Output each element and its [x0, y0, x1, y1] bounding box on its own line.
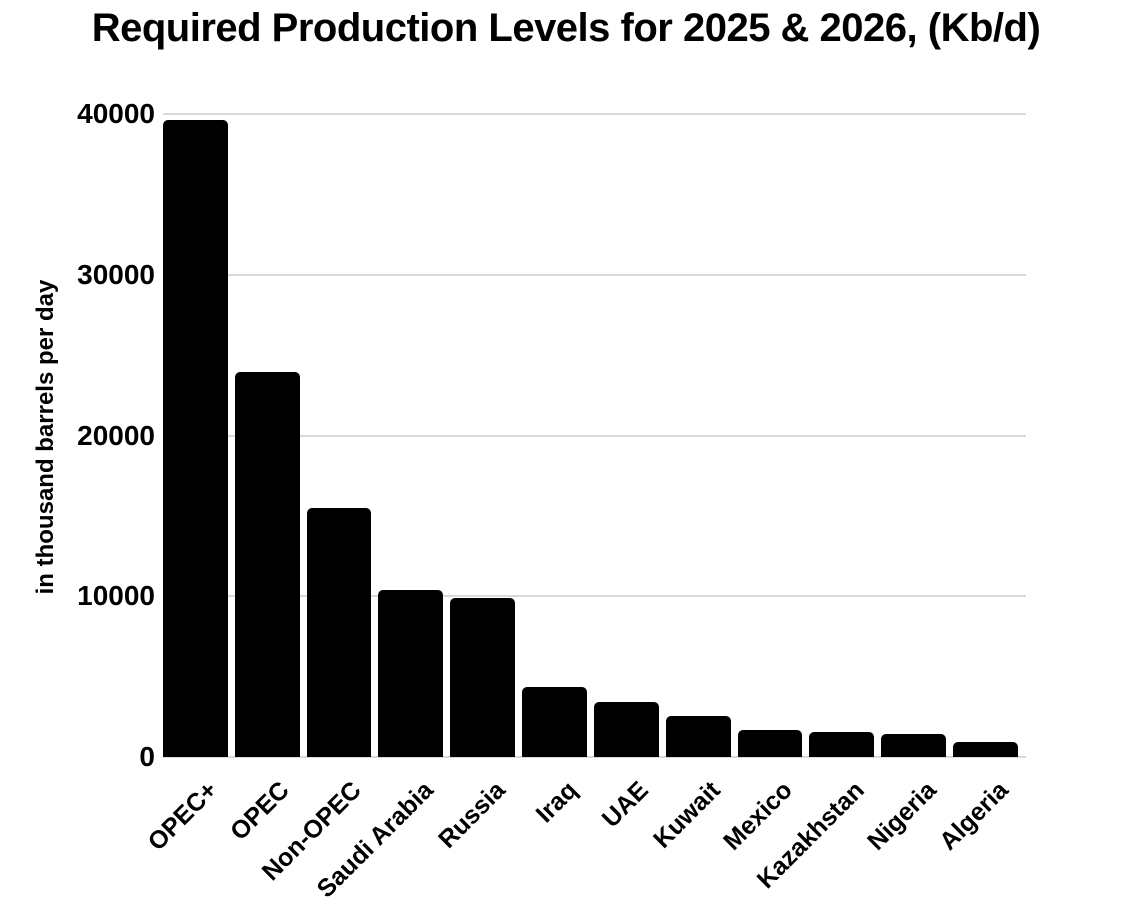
- plot-area: [163, 113, 1026, 758]
- gridline: [163, 113, 1026, 115]
- bar-non-opec: [306, 507, 372, 757]
- y-tick-label: 30000: [77, 258, 155, 290]
- gridline: [163, 595, 1026, 598]
- x-axis-labels: OPEC+ OPEC Non-OPEC Saudi Arabia Russia Iraq U…: [143, 764, 1026, 914]
- bar-opec: [234, 372, 300, 757]
- x-tick-label: Russia: [432, 776, 511, 854]
- bar-opec-: [163, 119, 228, 757]
- gridlines: [163, 113, 1026, 758]
- y-tick-label: 40000: [77, 98, 155, 129]
- bar-russia: [450, 597, 516, 757]
- bar-saudi-arabia: [378, 589, 444, 757]
- bar-iraq: [522, 687, 587, 757]
- x-tick-label: Algeria: [933, 776, 1014, 856]
- y-tick-label: 0: [139, 741, 155, 772]
- bars: [163, 114, 1026, 757]
- gridline: [163, 434, 1026, 437]
- x-tick-label: Kuwait: [648, 776, 727, 854]
- bar-kuwait: [665, 716, 731, 757]
- gridline: [163, 273, 1026, 276]
- y-tick-label: 20000: [77, 419, 155, 451]
- x-tick-label: Iraq: [530, 776, 583, 829]
- bar-uae: [593, 701, 659, 757]
- gridline: [163, 756, 1026, 758]
- y-tick-label: 10000: [77, 580, 155, 612]
- bar-kazakhstan: [809, 732, 875, 757]
- bar-algeria: [953, 741, 1018, 757]
- bar-mexico: [737, 729, 803, 757]
- x-tick-label: UAE: [597, 776, 655, 834]
- x-tick-label: Nigeria: [861, 776, 942, 856]
- chart-title: Required Production Levels for 2025 & 20…: [91, 6, 1041, 50]
- bar-nigeria: [881, 733, 947, 757]
